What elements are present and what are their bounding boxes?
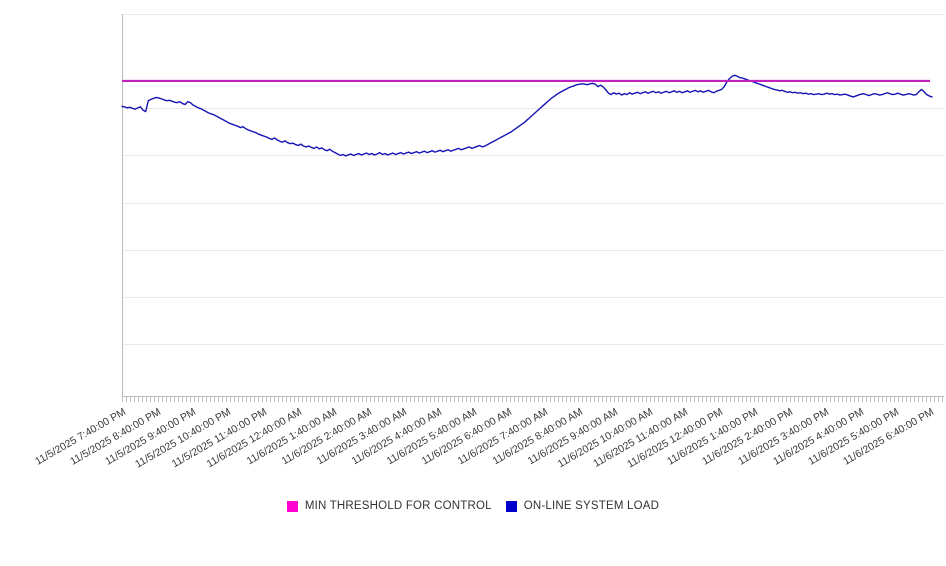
legend-entry-min-threshold[interactable]: MIN THRESHOLD FOR CONTROL <box>286 500 492 512</box>
legend-swatch-icon <box>286 500 298 512</box>
legend-entry-online-system-load[interactable]: ON-LINE SYSTEM LOAD <box>505 500 660 512</box>
legend-label: ON-LINE SYSTEM LOAD <box>523 500 660 512</box>
chart-legend: MIN THRESHOLD FOR CONTROL ON-LINE SYSTEM… <box>0 494 946 518</box>
x-axis-labels: 11/5/2025 7:40:00 PM 11/5/2025 8:40:00 PM… <box>0 398 946 490</box>
legend-swatch-icon <box>505 500 517 512</box>
line-chart: 11/5/2025 7:40:00 PM 11/5/2025 8:40:00 PM… <box>0 14 946 518</box>
series-on-line-system-load <box>121 74 933 157</box>
x-axis-tick-group <box>122 397 943 402</box>
plot-area <box>121 14 944 402</box>
legend-label: MIN THRESHOLD FOR CONTROL <box>304 500 492 512</box>
gridline-group <box>122 14 944 345</box>
plot-svg <box>121 14 944 402</box>
